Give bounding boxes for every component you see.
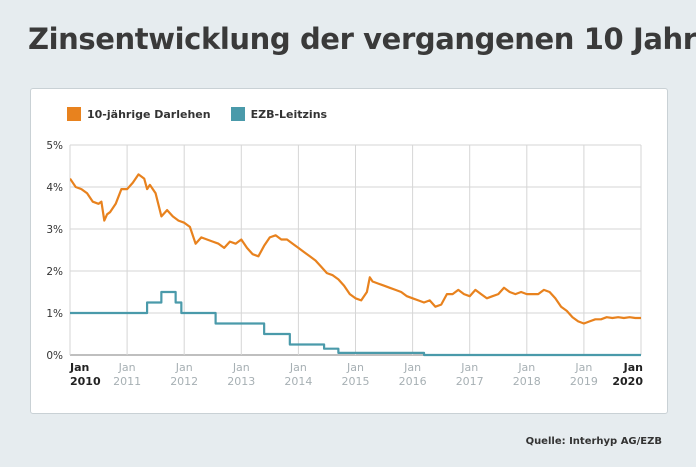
y-tick-label: 1% bbox=[46, 308, 63, 320]
x-tick-month: Jan bbox=[574, 361, 592, 374]
x-tick-month: Jan bbox=[623, 361, 643, 374]
x-tick-year: 2018 bbox=[513, 375, 541, 388]
x-tick-month: Jan bbox=[118, 361, 136, 374]
x-tick-year: 2017 bbox=[456, 375, 484, 388]
source-note: Quelle: Interhyp AG/EZB bbox=[525, 436, 662, 447]
y-tick-label: 5% bbox=[46, 140, 63, 152]
legend-item-darlehen: 10-jährige Darlehen bbox=[67, 107, 211, 121]
chart-plot: 0%1%2%3%4%5%Jan2010Jan2011Jan2012Jan2013… bbox=[46, 140, 643, 388]
legend-swatch-darlehen bbox=[67, 107, 81, 121]
x-tick-month: Jan bbox=[346, 361, 364, 374]
series-line-darlehen bbox=[70, 173, 641, 325]
legend-item-ezb: EZB-Leitzins bbox=[230, 107, 328, 121]
series-line-ezb bbox=[70, 290, 641, 357]
y-tick-label: 4% bbox=[46, 182, 63, 194]
x-tick-year: 2015 bbox=[342, 375, 370, 388]
x-tick-month: Jan bbox=[517, 361, 535, 374]
x-tick-year: 2019 bbox=[570, 375, 598, 388]
x-tick-month: Jan bbox=[175, 361, 193, 374]
y-tick-label: 3% bbox=[46, 224, 63, 236]
x-tick-year: 2012 bbox=[170, 375, 198, 388]
y-tick-label: 0% bbox=[46, 350, 63, 362]
legend: 10-jährige Darlehen EZB-Leitzins bbox=[67, 107, 337, 121]
y-tick-label: 2% bbox=[46, 266, 63, 278]
x-tick-month: Jan bbox=[69, 361, 89, 374]
x-tick-year: 2020 bbox=[612, 375, 643, 388]
x-tick-year: 2013 bbox=[227, 375, 255, 388]
chart-card: 10-jährige Darlehen EZB-Leitzins 0% 1% 2% 3… bbox=[30, 88, 668, 414]
x-tick-year: 2010 bbox=[70, 375, 101, 388]
x-tick-month: Jan bbox=[460, 361, 478, 374]
legend-swatch-ezb bbox=[230, 107, 245, 121]
x-tick-year: 2011 bbox=[113, 375, 141, 388]
legend-label-ezb: EZB-Leitzins bbox=[250, 107, 328, 121]
x-tick-year: 2014 bbox=[284, 375, 312, 388]
legend-label-darlehen: 10-jährige Darlehen bbox=[87, 107, 211, 121]
x-tick-month: Jan bbox=[289, 361, 307, 374]
x-tick-month: Jan bbox=[232, 361, 250, 374]
x-tick-month: Jan bbox=[403, 361, 421, 374]
x-tick-year: 2016 bbox=[399, 375, 427, 388]
chart-title: Zinsentwicklung der vergangenen 10 Jahre bbox=[28, 22, 696, 56]
